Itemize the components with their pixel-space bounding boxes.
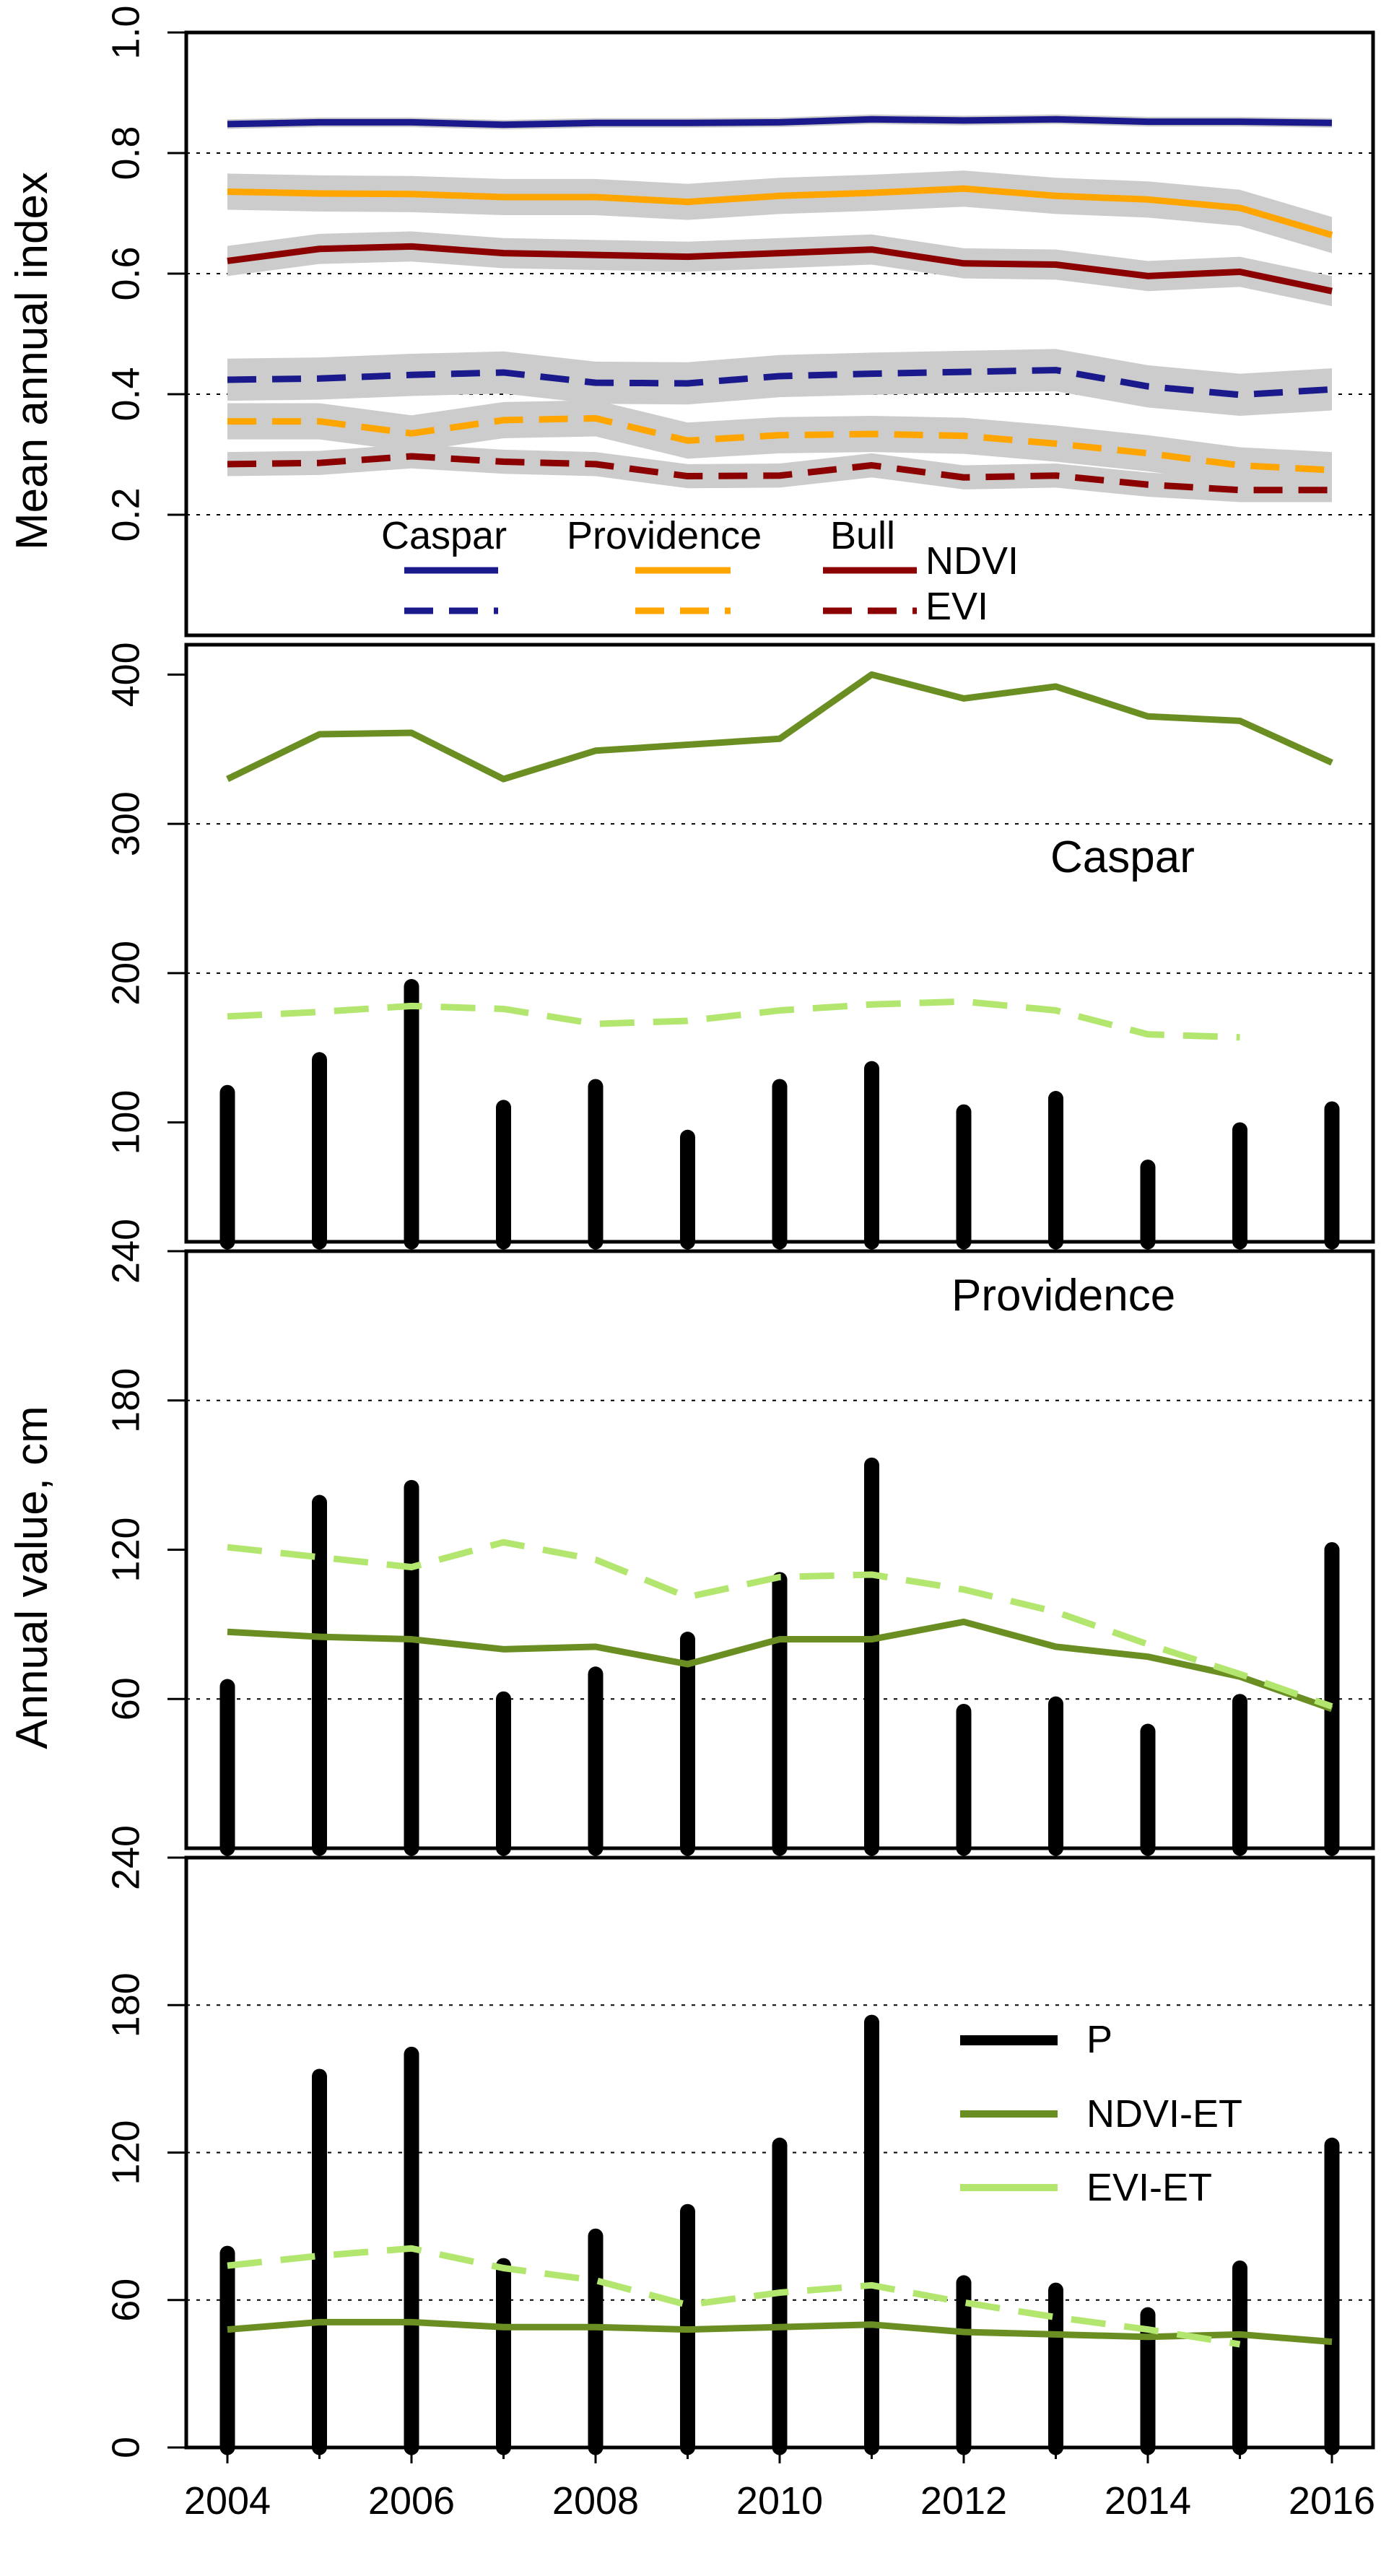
frame-p2 [184, 643, 1375, 1244]
y-tick-label: 1.0 [104, 5, 147, 59]
y-tick-label: 0.4 [104, 367, 147, 421]
x-tick-label: 2006 [368, 2479, 455, 2523]
p4-y-ticks: 0 60 120 180 240 [104, 1825, 186, 2458]
legend-site-bull: Bull [830, 514, 895, 557]
p2-et-lines [226, 671, 1333, 1041]
panel-frames [184, 30, 1375, 2450]
x-tick-label: 2014 [1105, 2479, 1191, 2523]
line-caspar-evi [227, 367, 1333, 399]
panel-caspar: 100 200 300 400 Caspar [104, 642, 1373, 1250]
legend-index-ndvi: NDVI [925, 539, 1019, 583]
evi-et-line [227, 1539, 1333, 1710]
p3-y-ticks: 60 120 180 240 [104, 1219, 186, 1720]
legend-index-evi: EVI [925, 585, 988, 628]
y-tick-label: 0.6 [104, 246, 147, 300]
y-tick-label: 400 [104, 642, 147, 707]
legend-evi-et: EVI-ET [1086, 2166, 1212, 2209]
p3-site-title: Providence [951, 1271, 1175, 1320]
p3-et-lines [227, 1539, 1333, 1713]
y-tick-label: 300 [104, 791, 147, 856]
ndvi-et-line [227, 2318, 1333, 2346]
frame-p4 [184, 1855, 1375, 2450]
confidence-band-caspar-evi [227, 349, 1332, 417]
line-bull-ndvi [227, 243, 1333, 295]
panel-bull: 0 60 120 180 240 P NDVI-ET EVI-ET [104, 1825, 1373, 2458]
p1-y-axis-label: Mean annual index [7, 172, 57, 550]
evi-et-line [227, 2245, 1241, 2348]
line-caspar-ndvi [227, 116, 1333, 129]
ndvi-et-line [226, 671, 1333, 783]
x-axis-ticks: 2004 2006 2008 2010 2012 2014 2016 [184, 2447, 1375, 2523]
p1-legend: Caspar Providence Bull NDVI EVI [381, 514, 1019, 628]
legend-site-caspar: Caspar [381, 514, 507, 557]
annual-y-axis-label: Annual value, cm [7, 1406, 57, 1749]
y-tick-label: 100 [104, 1090, 147, 1155]
p2-precip-bars [219, 978, 1340, 1250]
y-tick-label: 180 [104, 1368, 147, 1433]
y-tick-label: 200 [104, 941, 147, 1006]
x-tick-label: 2004 [184, 2479, 271, 2523]
p2-site-title: Caspar [1050, 832, 1195, 882]
panel-providence: 60 120 180 240 Providence [104, 1219, 1373, 1856]
y-tick-label: 180 [104, 1972, 147, 2037]
y-tick-label: 240 [104, 1219, 147, 1284]
p1-y-ticks: 0.2 0.4 0.6 0.8 1.0 [104, 5, 186, 542]
x-tick-label: 2010 [736, 2479, 823, 2523]
legend-p: P [1086, 2018, 1112, 2061]
y-tick-label: 0 [104, 2437, 147, 2458]
x-tick-label: 2012 [920, 2479, 1007, 2523]
y-tick-label: 60 [104, 2279, 147, 2322]
y-tick-label: 240 [104, 1825, 147, 1890]
confidence-band-providence-ndvi [227, 170, 1332, 253]
panel-mean-annual-index: 0.2 0.4 0.6 0.8 1.0 Caspar Providence Bull N… [7, 5, 1373, 628]
y-tick-label: 60 [104, 1677, 147, 1720]
p1-series-lines [227, 116, 1333, 494]
legend-ndvi-et: NDVI-ET [1086, 2092, 1242, 2136]
p4-legend: P NDVI-ET EVI-ET [960, 2018, 1242, 2209]
y-tick-label: 0.2 [104, 487, 147, 541]
y-tick-label: 120 [104, 1517, 147, 1582]
x-tick-label: 2008 [552, 2479, 639, 2523]
y-tick-label: 0.8 [104, 126, 147, 180]
ndvi-et-line [227, 1618, 1333, 1713]
line-bull-evi [227, 453, 1332, 494]
x-tick-label: 2016 [1289, 2479, 1375, 2523]
p4-et-lines [227, 2245, 1333, 2348]
line-providence-ndvi [227, 185, 1333, 238]
legend-site-providence: Providence [567, 514, 762, 557]
line-providence-evi [227, 414, 1333, 474]
p3-precip-bars [219, 1457, 1340, 1856]
p2-y-ticks: 100 200 300 400 [104, 642, 186, 1155]
frame-p3 [184, 1249, 1375, 1850]
y-tick-label: 120 [104, 2120, 147, 2185]
frame-p1 [184, 30, 1375, 638]
evi-et-line [227, 998, 1240, 1041]
